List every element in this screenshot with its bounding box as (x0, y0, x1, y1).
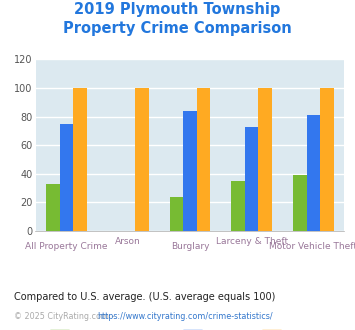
Bar (73, 88, 87, 231)
Legend: Plymouth Township, Michigan, National: Plymouth Township, Michigan, National (46, 325, 334, 330)
Bar (231, 181, 245, 231)
Bar (320, 88, 334, 231)
Bar (293, 175, 307, 231)
Bar (197, 88, 210, 231)
Text: © 2025 CityRating.com -: © 2025 CityRating.com - (14, 312, 117, 321)
Text: Property Crime Comparison: Property Crime Comparison (63, 21, 292, 36)
Bar (60, 124, 73, 231)
Text: Arson: Arson (115, 237, 141, 246)
Text: Motor Vehicle Theft: Motor Vehicle Theft (269, 242, 355, 251)
Bar (46, 184, 60, 231)
Text: Burglary: Burglary (171, 242, 209, 251)
Text: https://www.cityrating.com/crime-statistics/: https://www.cityrating.com/crime-statist… (98, 312, 273, 321)
Bar (183, 111, 197, 231)
Bar (135, 88, 148, 231)
Text: Compared to U.S. average. (U.S. average equals 100): Compared to U.S. average. (U.S. average … (14, 292, 275, 302)
Bar (170, 197, 183, 231)
Bar (245, 127, 258, 231)
Text: 2019 Plymouth Township: 2019 Plymouth Township (74, 2, 281, 16)
Bar (258, 88, 272, 231)
Text: Larceny & Theft: Larceny & Theft (215, 237, 288, 246)
Text: All Property Crime: All Property Crime (25, 242, 108, 251)
Bar (307, 115, 320, 231)
